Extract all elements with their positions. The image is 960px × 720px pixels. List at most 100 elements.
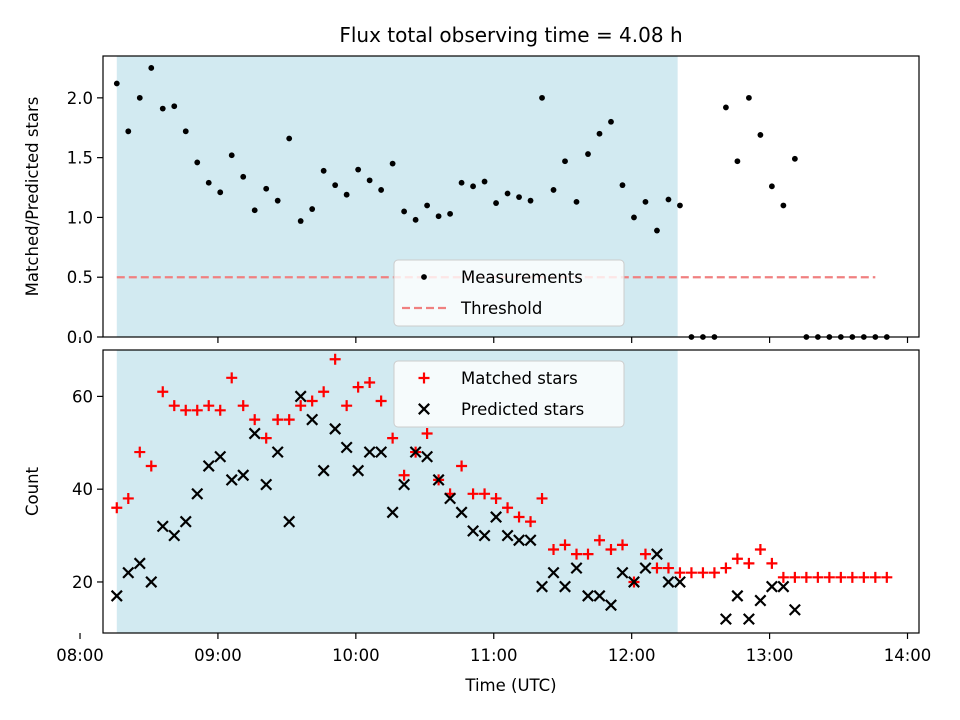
predicted-star-point <box>605 599 617 612</box>
matched-star-point <box>456 460 468 472</box>
measurement-point <box>539 94 545 101</box>
measurement-point <box>470 183 476 190</box>
predicted-star-point <box>719 613 732 626</box>
measurement-point <box>619 182 626 189</box>
matched-star-point <box>226 372 238 384</box>
measurement-point <box>665 196 672 203</box>
y-tick-label: 40 <box>72 480 93 499</box>
matched-star-point <box>789 571 801 583</box>
predicted-star-point <box>225 473 238 486</box>
measurement-point <box>320 167 327 174</box>
legend-label: Threshold <box>460 299 542 318</box>
predicted-star-point <box>547 566 560 579</box>
matched-star-point <box>548 543 560 555</box>
predicted-star-point <box>283 515 296 528</box>
predicted-star-point <box>306 413 319 426</box>
predicted-star-point <box>363 446 376 459</box>
matched-star-point <box>191 404 203 416</box>
predicted-star-point <box>133 557 146 570</box>
measurement-point <box>366 177 373 184</box>
legend-box <box>393 259 625 327</box>
measurement-point <box>136 94 143 101</box>
predicted-star-point <box>271 446 284 459</box>
measurement-point <box>240 173 247 180</box>
matched-star-point <box>720 562 732 574</box>
matched-star-point <box>812 571 824 583</box>
predicted-star-point <box>340 441 353 454</box>
measurement-point <box>194 159 201 166</box>
predicted-star-point <box>524 534 537 547</box>
predicted-star-point <box>777 580 790 593</box>
measurement-point <box>389 160 396 167</box>
matched-star-point <box>605 543 617 555</box>
predicted-star-point <box>627 575 640 588</box>
measurement-point <box>504 190 511 197</box>
measurement-point <box>596 130 603 137</box>
y-tick-label: 2.0 <box>67 89 93 108</box>
measurement-point <box>734 158 741 165</box>
matched-star-point <box>858 571 870 583</box>
matched-star-point <box>708 567 720 579</box>
measurement-point <box>148 65 155 71</box>
measurement-point <box>251 207 258 214</box>
predicted-star-point <box>409 446 422 459</box>
matched-star-point <box>352 381 364 393</box>
predicted-star-point <box>110 589 123 602</box>
predicted-star-point <box>421 450 434 463</box>
predicted-star-point <box>168 529 181 542</box>
matched-star-point <box>846 571 858 583</box>
matched-star-point <box>157 386 169 398</box>
matched-star-point <box>502 502 514 514</box>
measurement-point <box>286 135 293 142</box>
measurement-point <box>309 206 316 212</box>
measurement-point <box>608 118 614 125</box>
predicted-star-point <box>455 506 468 519</box>
x-tick-label: 14:00 <box>884 646 932 665</box>
predicted-star-point <box>179 515 192 528</box>
predicted-star-point <box>559 580 571 593</box>
matched-star-point <box>111 502 123 514</box>
matched-star-point <box>180 404 192 416</box>
measurement-point <box>481 178 488 185</box>
matched-star-point <box>203 400 215 412</box>
measurement-point <box>780 202 787 209</box>
predicted-star-point <box>444 492 457 505</box>
matched-star-point <box>237 400 249 412</box>
matched-star-point <box>467 488 479 500</box>
matched-star-point <box>283 414 295 426</box>
y-tick-label: 0.0 <box>67 328 93 347</box>
y-axis-label: Matched/Predicted stars <box>23 97 42 297</box>
predicted-star-point <box>214 450 227 463</box>
x-tick-label: 11:00 <box>470 646 518 665</box>
matched-star-point <box>662 562 674 574</box>
measurement-point <box>677 202 683 209</box>
predicted-star-point <box>731 589 744 602</box>
measurement-point <box>550 187 557 193</box>
predicted-star-point <box>478 529 491 542</box>
matched-star-point <box>318 386 330 398</box>
measurement-point <box>562 158 568 165</box>
legend-label: Predicted stars <box>461 400 584 419</box>
matched-star-point <box>674 567 686 579</box>
matched-star-point <box>375 395 387 407</box>
predicted-star-point <box>398 478 411 491</box>
measurement-point <box>274 197 281 204</box>
matched-star-point <box>525 516 537 528</box>
predicted-star-point <box>754 594 767 607</box>
matched-star-point <box>685 567 697 579</box>
matched-star-point <box>249 414 261 426</box>
predicted-star-point <box>570 562 583 575</box>
predicted-star-point <box>191 487 204 500</box>
predicted-star-point <box>593 589 606 602</box>
matched-star-point <box>651 562 663 574</box>
matched-star-point <box>593 534 605 546</box>
measurement-point <box>378 187 385 193</box>
top-panel: 0.0 0.5 1.0 1.5 2.0 Matched/Predicted stars Fl… <box>23 23 920 347</box>
measurement-point <box>217 189 224 196</box>
matched-star-point <box>823 571 835 583</box>
matched-star-point <box>571 548 583 560</box>
matched-star-point <box>479 488 491 500</box>
predicted-star-point <box>513 534 526 547</box>
predicted-star-point <box>616 566 629 579</box>
measurement-point <box>631 214 637 221</box>
